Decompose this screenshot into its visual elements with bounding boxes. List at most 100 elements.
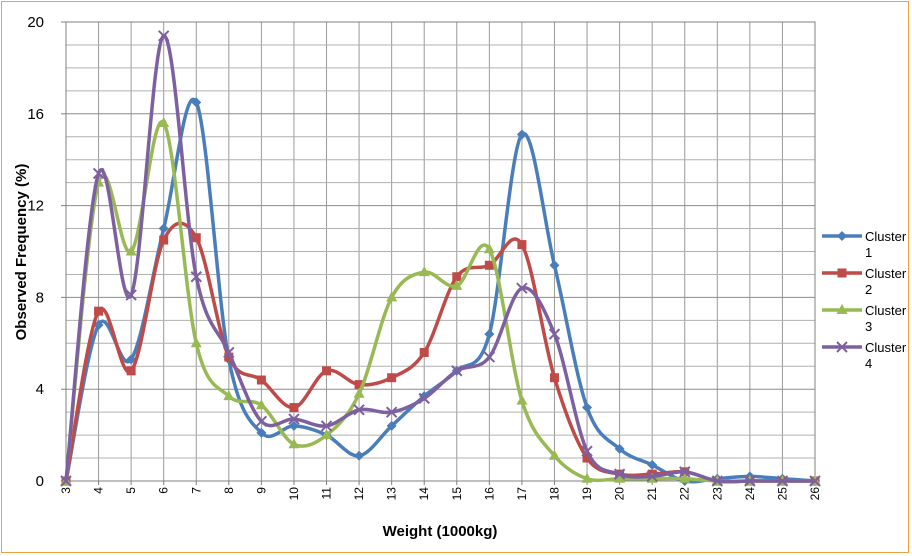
data-point <box>224 352 234 362</box>
data-point-stroke <box>418 392 430 405</box>
x-tick-label: 18 <box>547 487 561 501</box>
data-point <box>452 272 462 282</box>
y-tick-label: 20 <box>27 14 44 31</box>
data-point-stroke <box>809 475 821 487</box>
x-tick-label: 20 <box>613 487 627 501</box>
series-line <box>64 97 816 484</box>
data-point-stroke <box>483 351 496 363</box>
data-point <box>548 449 560 460</box>
data-point <box>320 420 333 432</box>
plot-border <box>65 21 816 482</box>
series-4 <box>60 30 821 487</box>
x-tick-label: 23 <box>710 487 724 501</box>
data-point <box>549 260 560 271</box>
data-point <box>190 271 202 283</box>
data-point <box>288 413 300 425</box>
x-tick-label: 7 <box>189 487 203 494</box>
data-point <box>516 129 527 140</box>
data-point <box>288 438 300 449</box>
legend-label: Cluster <box>865 303 907 318</box>
data-point-stroke <box>646 470 658 483</box>
data-point-stroke <box>223 346 235 359</box>
data-point-stroke <box>451 365 463 377</box>
data-point <box>419 347 429 357</box>
data-point-stroke <box>353 404 365 416</box>
series-group <box>60 30 821 487</box>
x-tick-label: 25 <box>775 487 789 501</box>
x-tick-label: 14 <box>417 487 431 501</box>
data-point <box>125 289 137 301</box>
data-point <box>837 268 847 278</box>
x-tick-label: 6 <box>157 487 171 494</box>
x-tick-label: 19 <box>580 487 594 501</box>
data-point-stroke <box>190 271 202 283</box>
x-tick-label: 24 <box>743 487 757 501</box>
data-point <box>223 390 235 401</box>
data-point <box>418 392 430 405</box>
data-point <box>516 394 528 405</box>
data-point <box>776 475 789 487</box>
x-tick-label: 10 <box>287 487 301 501</box>
data-point <box>255 415 268 428</box>
y-tick-label: 12 <box>27 198 44 215</box>
data-point <box>836 304 848 314</box>
data-point-stroke <box>92 167 105 180</box>
data-point <box>158 116 170 127</box>
data-point-stroke <box>157 30 170 42</box>
data-point <box>549 373 559 383</box>
x-tick-label: 21 <box>645 487 659 501</box>
legend-label-line2: 4 <box>865 356 872 371</box>
data-point <box>451 279 463 290</box>
y-axis-title: Observed Frequency (%) <box>13 164 30 341</box>
data-point <box>60 475 72 487</box>
data-point <box>516 282 528 294</box>
data-point <box>125 245 137 256</box>
x-axis-ticks: 3 4 5 6 7 8 9 10 11 12 13 14 15 16 17 18 19 20 21 22 23 24 25 2… <box>59 481 822 500</box>
plot-area <box>65 21 816 482</box>
data-point <box>836 341 848 353</box>
series-line <box>64 34 815 484</box>
x-tick-label: 11 <box>320 487 334 500</box>
data-point-stroke <box>516 282 528 294</box>
data-point <box>581 472 593 483</box>
data-point <box>809 475 821 487</box>
data-point <box>483 351 496 363</box>
data-point <box>191 97 202 108</box>
data-point <box>126 354 137 365</box>
data-point <box>385 406 398 418</box>
data-point-stroke <box>320 420 333 432</box>
data-point <box>679 466 691 478</box>
data-point <box>679 472 691 483</box>
x-tick-label: 12 <box>352 487 366 501</box>
data-point <box>354 450 365 461</box>
data-point <box>157 30 170 42</box>
data-point-stroke <box>385 406 398 418</box>
data-point <box>386 291 398 302</box>
grid-lines <box>65 21 816 482</box>
x-tick-label: 13 <box>385 487 399 501</box>
x-tick-label: 22 <box>678 487 692 501</box>
x-tick-label: 5 <box>124 487 138 494</box>
data-point <box>646 470 658 483</box>
data-point <box>353 404 365 416</box>
data-point <box>418 266 430 277</box>
data-point <box>484 329 495 340</box>
data-point <box>548 328 561 340</box>
y-tick-label: 8 <box>36 289 44 306</box>
data-point <box>451 365 463 377</box>
data-point <box>158 223 169 234</box>
x-tick-label: 15 <box>450 487 464 501</box>
data-point <box>483 243 495 254</box>
data-point <box>582 402 593 413</box>
x-axis-title: Weight (1000kg) <box>383 523 498 540</box>
data-point <box>711 475 724 487</box>
data-point-stroke <box>125 289 137 301</box>
data-point <box>256 427 267 438</box>
data-point <box>159 235 169 245</box>
data-point <box>387 373 397 383</box>
